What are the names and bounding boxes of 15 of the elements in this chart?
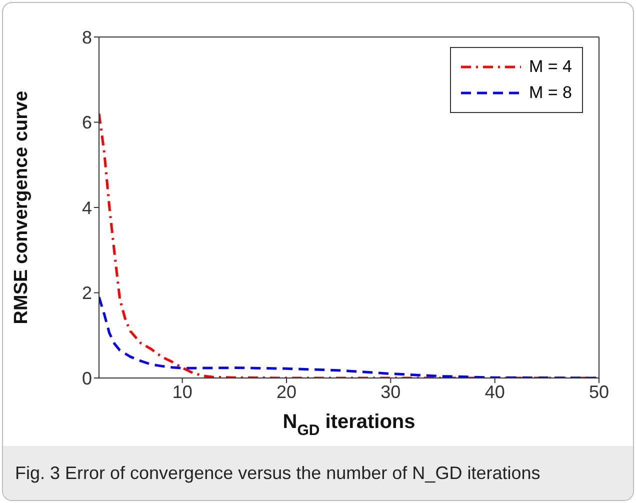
x-tick-label: 10 [172,382,192,402]
y-tick-label: 2 [82,283,92,304]
x-axis-title: N$_{GD}$ iterations [282,411,416,439]
y-tick-label: 0 [82,368,92,388]
x-tick-label: 30 [380,382,401,402]
x-tick-label: 40 [484,382,505,402]
x-tick-label: 20 [276,382,297,402]
y-tick-label: 4 [82,198,92,218]
y-tick-label: 6 [82,112,92,133]
legend-label: M = 4 [529,57,572,77]
x-tick-label: 50 [588,382,610,402]
y-axis-title: RMSE convergence curve [11,90,32,324]
caption: Fig. 3 Error of convergence versus the number of N_GD iterations [3,446,633,500]
y-tick-label: 8 [82,27,92,48]
legend-label: M = 8 [529,83,572,103]
